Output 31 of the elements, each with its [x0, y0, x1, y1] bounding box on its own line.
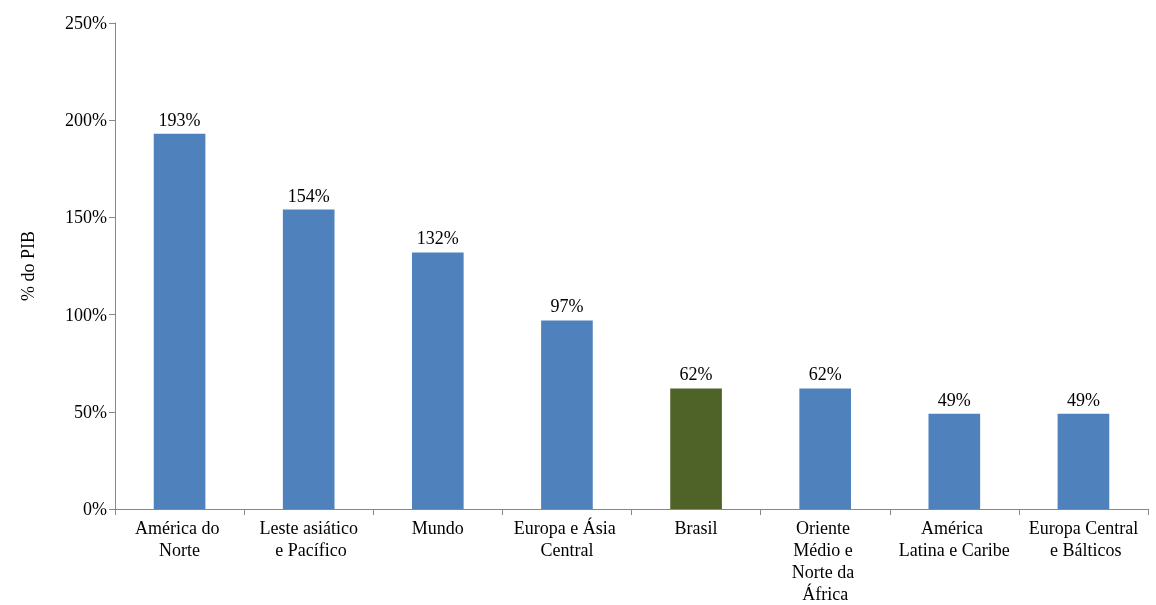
- x-tick-label: Brasil: [674, 518, 718, 538]
- data-label: 97%: [550, 296, 584, 317]
- y-tick-label: 50%: [74, 401, 107, 422]
- x-tick-label: Leste asiático e Pacífico: [259, 518, 358, 560]
- bar: [282, 209, 335, 509]
- bar: [1057, 413, 1110, 509]
- x-tick-label: Europa e Ásia Central: [513, 517, 621, 560]
- x-tick-label: América do Norte: [135, 518, 225, 560]
- bar: [541, 320, 593, 509]
- y-tick-label: 0%: [83, 499, 107, 519]
- bar: [153, 133, 206, 509]
- x-tick-label: América Latina e Caribe: [898, 518, 1010, 560]
- x-tick-label: Mundo: [411, 518, 464, 538]
- data-label: 62%: [808, 364, 842, 385]
- data-label: 193%: [158, 109, 201, 130]
- y-tick-label: 100%: [65, 304, 107, 325]
- data-label: 62%: [679, 364, 713, 385]
- data-label: 49%: [937, 389, 971, 410]
- y-tick-label: 250%: [65, 13, 107, 33]
- bar: [799, 388, 852, 509]
- bar: [670, 388, 722, 509]
- data-label: 49%: [1066, 389, 1100, 410]
- y-tick-label: 200%: [65, 110, 107, 131]
- y-axis-title: % do PIB: [18, 230, 38, 302]
- data-label: 132%: [416, 228, 459, 249]
- y-tick-label: 150%: [65, 207, 107, 228]
- x-tick-label: Oriente Médio e Norte da África: [791, 518, 859, 604]
- bar: [928, 413, 981, 509]
- x-tick-label: Europa Central e Bálticos: [1028, 518, 1139, 560]
- data-label: 154%: [287, 185, 330, 206]
- bar: [411, 252, 464, 509]
